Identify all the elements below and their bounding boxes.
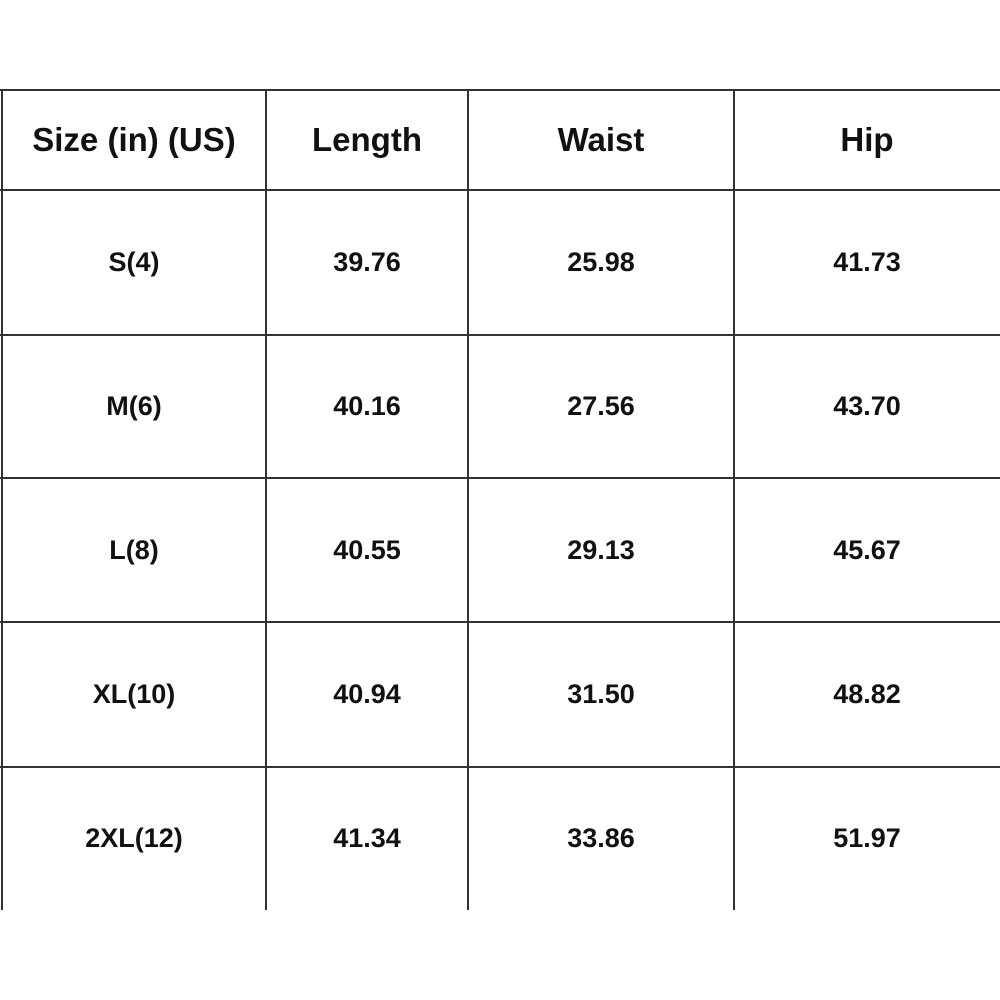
measurement-cell: 45.67 [833, 534, 901, 565]
header-cell: Waist [557, 121, 645, 158]
column-divider [265, 90, 267, 910]
measurement-cell: 41.73 [833, 247, 901, 277]
row-divider [0, 89, 1000, 91]
row-divider [0, 766, 1000, 768]
column-divider [733, 90, 735, 910]
measurement-cell: 39.76 [333, 247, 401, 277]
row-divider [0, 477, 1000, 479]
measurement-cell: 40.16 [333, 391, 401, 421]
header-cell: Size (in) (US) [32, 121, 236, 158]
measurement-cell: 31.50 [567, 679, 635, 709]
header-cell: Hip [840, 121, 894, 158]
column-divider [1, 90, 3, 910]
size-cell: XL(10) [92, 679, 176, 709]
measurement-cell: 25.98 [567, 247, 635, 277]
measurement-cell: 33.86 [567, 823, 635, 853]
measurement-cell: 41.34 [333, 823, 401, 853]
column-divider [467, 90, 469, 910]
measurement-cell: 40.55 [333, 534, 401, 565]
measurement-cell: 40.94 [333, 679, 401, 709]
measurement-cell: 27.56 [567, 391, 635, 421]
measurement-cell: 43.70 [833, 391, 901, 421]
measurement-cell: 51.97 [833, 823, 901, 853]
size-cell: S(4) [108, 247, 160, 277]
measurement-cell: 29.13 [567, 534, 635, 565]
row-divider [0, 334, 1000, 336]
size-cell: M(6) [106, 391, 162, 421]
measurement-cell: 48.82 [833, 679, 901, 709]
size-cell: L(8) [109, 534, 159, 565]
row-divider [0, 621, 1000, 623]
row-divider [0, 189, 1000, 191]
header-cell: Length [312, 121, 422, 158]
size-cell: 2XL(12) [85, 823, 183, 853]
